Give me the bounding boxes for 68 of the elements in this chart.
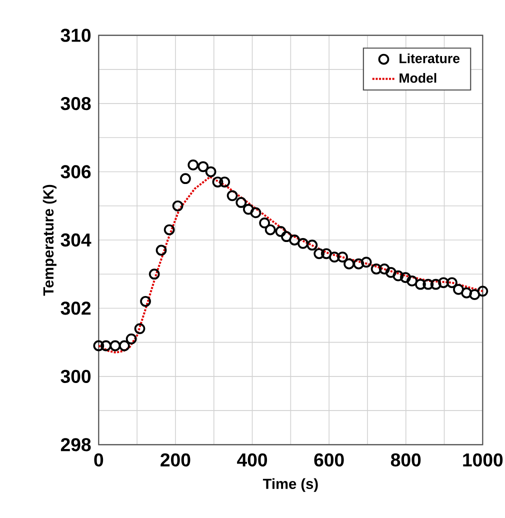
x-tick-label: 600: [314, 453, 344, 467]
point: [400, 272, 411, 283]
point: [250, 207, 262, 218]
y-tick-label: 298: [60, 438, 91, 452]
point: [148, 268, 160, 280]
point: [198, 161, 209, 172]
point: [219, 176, 230, 188]
point: [280, 231, 292, 242]
y-tick-label: 304: [60, 233, 92, 247]
point: [236, 197, 247, 208]
point: [446, 277, 458, 288]
point: [259, 217, 270, 228]
point: [438, 277, 449, 288]
point: [188, 160, 199, 170]
legend-label: Model: [400, 73, 436, 83]
point: [360, 256, 372, 268]
point: [275, 226, 286, 237]
point: [392, 270, 404, 282]
point: [469, 289, 480, 300]
x-tick-label: 200: [160, 453, 190, 467]
point: [430, 278, 442, 290]
y-tick-label: 310: [60, 28, 91, 42]
y-axis-title: Temperature (K): [42, 184, 56, 296]
point: [212, 176, 224, 188]
point: [134, 323, 146, 334]
point: [453, 284, 464, 295]
point: [180, 173, 191, 184]
point: [156, 244, 167, 256]
legend-label: Literature: [400, 53, 460, 64]
x-tick-label: 400: [237, 453, 268, 467]
point: [110, 340, 121, 352]
point: [289, 234, 300, 246]
point: [306, 240, 318, 251]
point: [461, 287, 472, 298]
x-tick-label: 0: [94, 453, 104, 467]
point: [264, 224, 276, 236]
y-tick-label: 302: [60, 302, 91, 315]
point: [100, 340, 112, 352]
point: [205, 166, 216, 178]
point: [126, 333, 137, 344]
point: [344, 258, 354, 270]
point: [172, 200, 184, 212]
point: [378, 264, 390, 274]
x-tick-label: 1000: [463, 453, 503, 467]
point: [328, 252, 340, 263]
y-tick-label: 308: [60, 96, 91, 110]
line-series: [98, 176, 483, 354]
point: [93, 340, 104, 352]
point: [118, 340, 130, 352]
y-tick-label: 306: [60, 165, 91, 178]
point: [242, 204, 254, 215]
point: [370, 264, 382, 274]
x-tick-label: 800: [390, 453, 421, 467]
point: [422, 278, 434, 290]
point: [385, 266, 396, 278]
point: [477, 286, 488, 297]
y-tick-label: 300: [60, 370, 91, 384]
point: [314, 248, 325, 260]
point: [415, 278, 426, 290]
point: [298, 238, 308, 249]
point: [406, 275, 418, 286]
point: [226, 190, 238, 202]
point: [320, 248, 332, 260]
point: [140, 296, 151, 307]
point: [337, 252, 348, 263]
point: [353, 258, 364, 270]
point: [164, 224, 175, 236]
x-axis-title: Time (s): [262, 478, 318, 492]
